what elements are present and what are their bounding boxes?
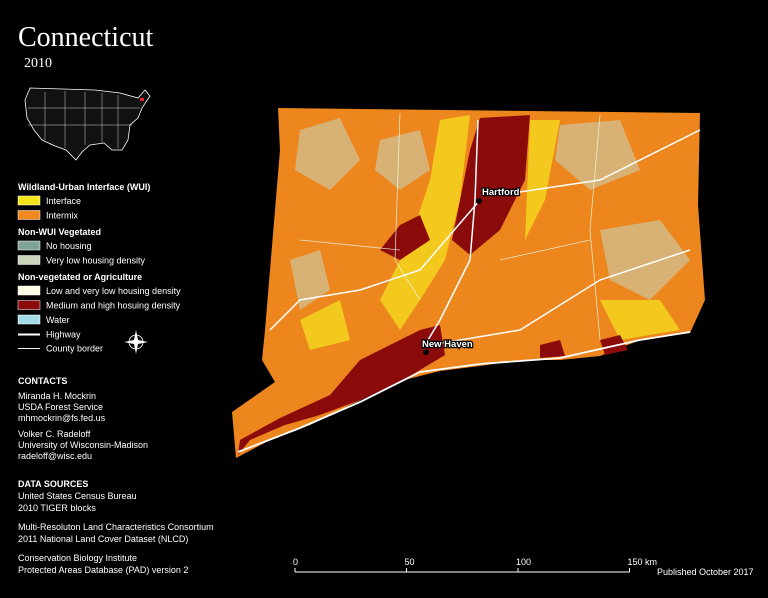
contact-line: University of Wisconsin-Madison bbox=[18, 440, 148, 450]
legend-swatch bbox=[17, 195, 41, 206]
legend-swatch bbox=[17, 240, 41, 251]
scale-label: 100 bbox=[516, 557, 531, 567]
source-line: Protected Areas Database (PAD) version 2 bbox=[18, 565, 188, 575]
legend-label: County border bbox=[46, 344, 103, 354]
legend-label: Medium and high hosuing density bbox=[46, 301, 181, 311]
legend-swatch bbox=[17, 300, 41, 310]
year: 2010 bbox=[24, 56, 52, 71]
locator-map bbox=[24, 87, 151, 161]
source-line: 2010 TIGER blocks bbox=[18, 503, 96, 513]
legend-swatch bbox=[17, 314, 41, 325]
legend-heading: Wildland-Urban Interface (WUI) bbox=[18, 182, 150, 192]
legend-swatch bbox=[17, 255, 41, 265]
published: Published October 2017 bbox=[657, 567, 754, 577]
contact-line: USDA Forest Service bbox=[18, 402, 103, 412]
legend-swatch bbox=[17, 285, 41, 296]
legend-label: Interface bbox=[46, 196, 81, 206]
contact-line: mhmockrin@fs.fed.us bbox=[18, 413, 106, 423]
legend-swatch bbox=[17, 210, 41, 220]
map bbox=[232, 108, 705, 458]
legend-label: No housing bbox=[46, 241, 92, 251]
city-label: Hartford bbox=[482, 187, 520, 198]
contact-line: Miranda H. Mockrin bbox=[18, 391, 96, 401]
scale-label: 150 km bbox=[628, 557, 658, 567]
legend-label: Low and very low housing density bbox=[46, 286, 181, 296]
contacts-heading: CONTACTS bbox=[18, 376, 67, 386]
legend-label: Water bbox=[46, 315, 70, 325]
source-line: 2011 National Land Cover Dataset (NLCD) bbox=[18, 534, 188, 544]
title: Connecticut bbox=[18, 22, 154, 53]
contact-line: Volker C. Radeloff bbox=[18, 429, 91, 439]
legend-heading: Non-vegetated or Agriculture bbox=[18, 272, 142, 282]
scale-label: 0 bbox=[293, 557, 298, 567]
source-line: United States Census Bureau bbox=[18, 491, 137, 501]
legend-label: Very low housing density bbox=[46, 256, 146, 266]
legend-label: Highway bbox=[46, 330, 81, 340]
source-line: Conservation Biology Institute bbox=[18, 553, 137, 563]
contact-line: radeloff@wisc.edu bbox=[18, 451, 92, 461]
legend-label: Intermix bbox=[46, 211, 79, 221]
scale-label: 50 bbox=[405, 557, 415, 567]
city-label: New Haven bbox=[422, 339, 473, 350]
legend-heading: Non-WUI Vegetated bbox=[18, 227, 101, 237]
compass bbox=[124, 330, 148, 354]
source-line: Multi-Resoluton Land Characteristics Con… bbox=[18, 522, 214, 532]
sources-heading: DATA SOURCES bbox=[18, 479, 88, 489]
